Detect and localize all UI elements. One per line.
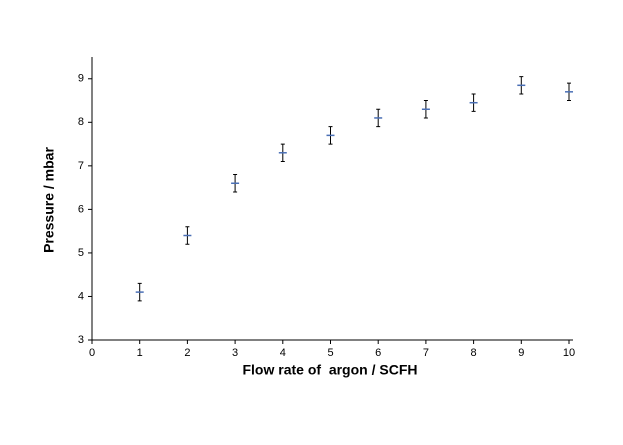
x-tick-label: 3 bbox=[232, 347, 238, 359]
x-tick-label: 1 bbox=[137, 347, 143, 359]
y-tick-label: 8 bbox=[78, 116, 84, 128]
x-axis-label: Flow rate of argon / SCFH bbox=[242, 362, 417, 378]
x-tick-label: 8 bbox=[471, 347, 477, 359]
y-tick-label: 5 bbox=[78, 247, 84, 259]
y-tick-label: 7 bbox=[78, 160, 84, 172]
y-axis-label: Pressure / mbar bbox=[41, 147, 57, 253]
x-tick-label: 4 bbox=[280, 347, 286, 359]
y-tick-label: 3 bbox=[78, 334, 84, 346]
x-tick-label: 2 bbox=[184, 347, 190, 359]
x-tick-label: 5 bbox=[327, 347, 333, 359]
x-tick-label: 0 bbox=[89, 347, 95, 359]
y-tick-label: 6 bbox=[78, 203, 84, 215]
x-tick-label: 6 bbox=[375, 347, 381, 359]
x-tick-label: 7 bbox=[423, 347, 429, 359]
x-tick-label: 9 bbox=[518, 347, 524, 359]
y-tick-label: 9 bbox=[78, 73, 84, 85]
x-tick-label: 10 bbox=[563, 347, 575, 359]
y-tick-label: 4 bbox=[78, 290, 84, 302]
